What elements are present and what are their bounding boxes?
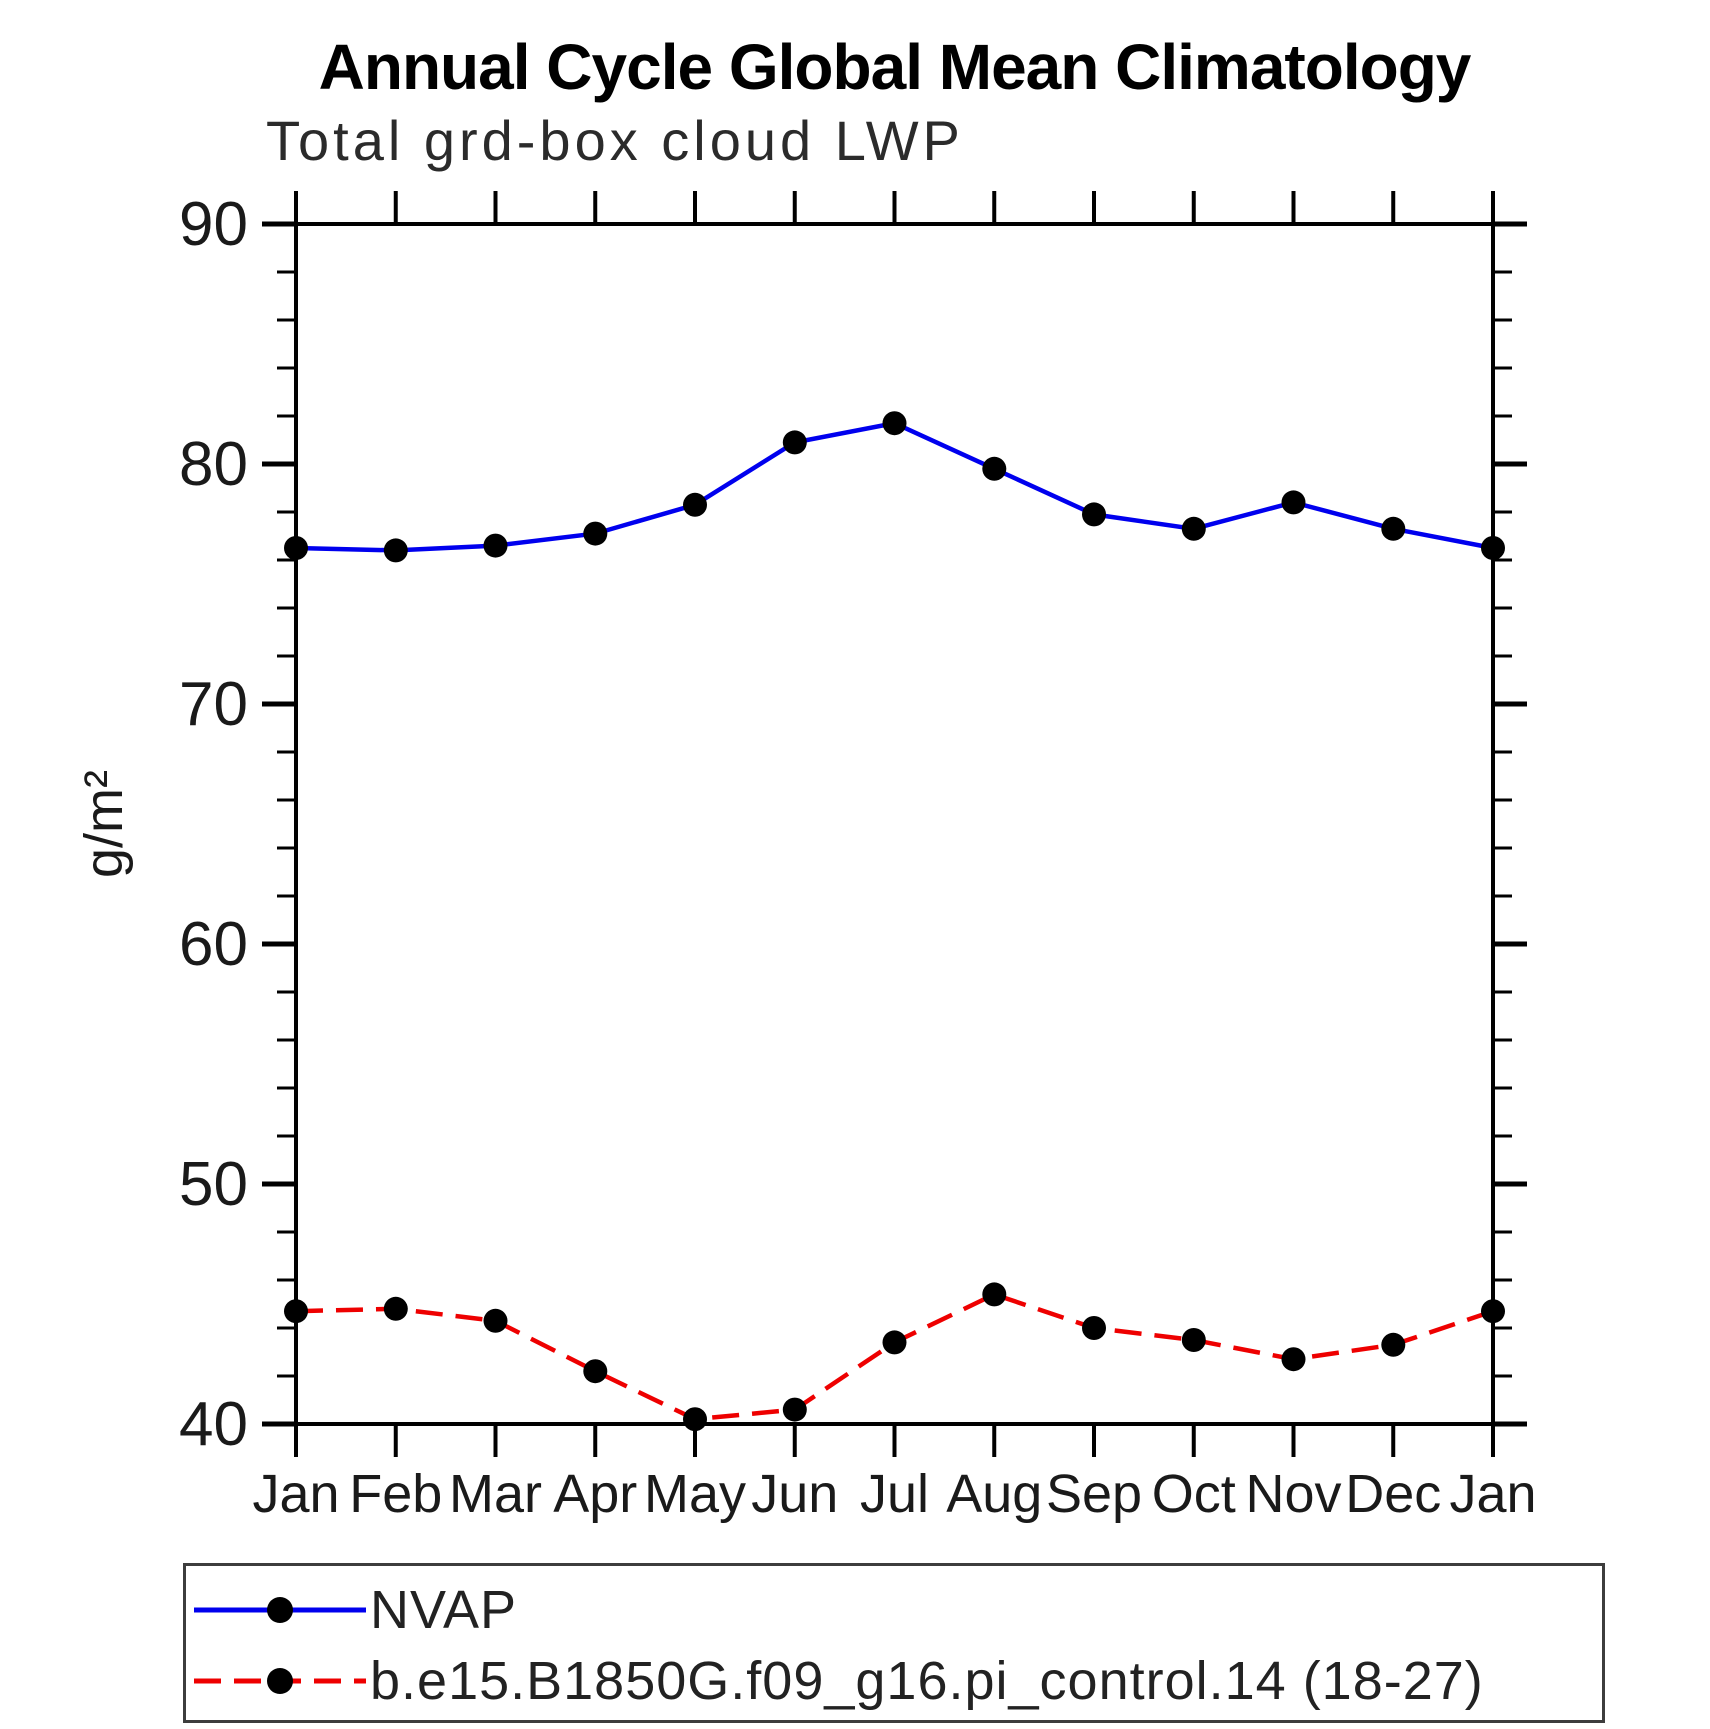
x-tick-label: Oct <box>1152 1464 1236 1524</box>
data-point-marker-series-1 <box>483 1308 508 1333</box>
x-tick-label: Jan <box>252 1464 339 1524</box>
data-point-marker-series-0 <box>1481 536 1505 560</box>
model-sample-marker <box>267 1668 293 1694</box>
y-tick-label: 80 <box>179 430 248 499</box>
data-point-marker-series-1 <box>1181 1328 1206 1352</box>
model-line-sample <box>194 1668 366 1694</box>
data-point-marker-series-1 <box>1082 1316 1106 1340</box>
data-point-marker-series-0 <box>284 536 308 560</box>
x-tick-label: Feb <box>349 1464 442 1524</box>
data-point-marker-series-1 <box>383 1296 408 1321</box>
x-tick-label: Apr <box>553 1464 637 1524</box>
nvap-sample-marker <box>267 1597 293 1623</box>
x-tick-label: Sep <box>1046 1464 1142 1524</box>
data-point-marker-series-0 <box>483 533 508 558</box>
x-tick-label: Mar <box>449 1464 542 1524</box>
data-point-marker-series-1 <box>1281 1347 1306 1372</box>
data-point-marker-series-0 <box>982 456 1007 481</box>
nvap-line-sample <box>194 1597 366 1623</box>
data-point-marker-series-0 <box>1082 502 1106 527</box>
y-axis-unit-label: g/m² <box>74 770 134 878</box>
plot-frame <box>294 222 1495 1426</box>
data-point-marker-series-1 <box>882 1330 907 1355</box>
data-point-marker-series-1 <box>284 1299 308 1324</box>
data-point-marker-series-0 <box>1381 516 1406 541</box>
x-tick-label: Nov <box>1245 1464 1341 1524</box>
y-tick-label: 60 <box>179 910 248 979</box>
data-point-marker-series-0 <box>683 492 707 517</box>
y-tick-label: 90 <box>179 190 248 259</box>
data-point-marker-series-0 <box>782 430 807 455</box>
legend-label-nvap: NVAP <box>370 1580 518 1640</box>
data-point-marker-series-1 <box>683 1407 707 1432</box>
x-tick-label: Jun <box>751 1464 838 1524</box>
x-tick-label: May <box>644 1464 746 1524</box>
y-tick-label: 70 <box>179 670 248 739</box>
data-point-marker-series-1 <box>982 1282 1007 1307</box>
legend-box: NVAP b.e15.B1850G.f09_g16.pi_control.14 … <box>183 1563 1605 1723</box>
data-point-marker-series-0 <box>583 521 608 546</box>
data-point-marker-series-1 <box>1481 1299 1505 1324</box>
series-line-0 <box>295 420 1494 553</box>
y-tick-label: 50 <box>179 1150 248 1219</box>
chart-subtitle: Total grd-box cloud LWP <box>266 109 964 172</box>
data-point-marker-series-0 <box>1281 490 1306 515</box>
x-tick-label: Dec <box>1345 1464 1441 1524</box>
data-point-marker-series-1 <box>583 1359 608 1384</box>
legend-label-model: b.e15.B1850G.f09_g16.pi_control.14 (18-2… <box>370 1651 1484 1711</box>
data-point-marker-series-0 <box>882 411 907 436</box>
x-tick-label: Aug <box>946 1464 1042 1524</box>
legend-item-nvap: NVAP <box>190 1580 518 1640</box>
data-point-marker-series-0 <box>383 538 408 563</box>
legend-item-model: b.e15.B1850G.f09_g16.pi_control.14 (18-2… <box>190 1651 1484 1711</box>
series-line-1 <box>295 1291 1494 1422</box>
x-tick-label: Jul <box>860 1464 929 1524</box>
y-tick-label: 40 <box>179 1390 248 1459</box>
x-tick-label: Jan <box>1449 1464 1536 1524</box>
chart-title: Annual Cycle Global Mean Climatology <box>318 31 1472 103</box>
data-point-marker-series-0 <box>1181 516 1206 541</box>
data-point-marker-series-1 <box>1381 1332 1406 1357</box>
data-point-marker-series-1 <box>782 1397 807 1422</box>
